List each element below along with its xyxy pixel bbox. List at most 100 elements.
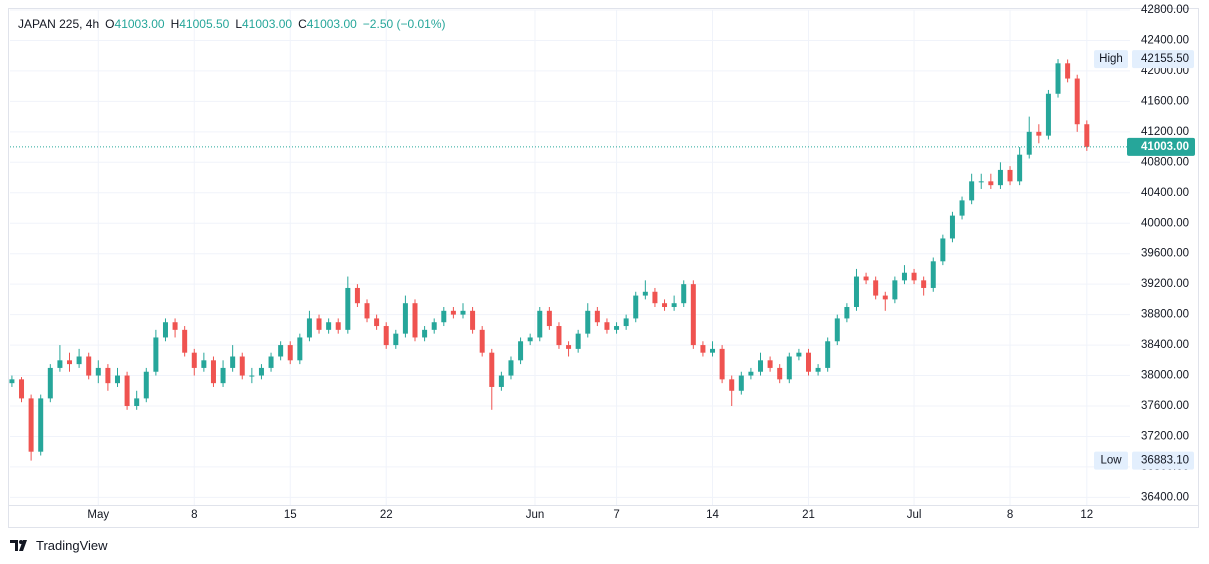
close-label: C bbox=[298, 17, 307, 31]
candle-body bbox=[527, 337, 533, 342]
candle-body bbox=[988, 181, 994, 186]
candle-body bbox=[614, 326, 620, 330]
candle-body bbox=[143, 371, 149, 399]
candle-body bbox=[796, 352, 802, 357]
candle-body bbox=[450, 310, 456, 315]
candle-body bbox=[786, 356, 792, 380]
candle-body bbox=[172, 322, 178, 330]
candle-body bbox=[114, 375, 120, 384]
candle-body bbox=[767, 360, 773, 368]
y-tick-label: 41200.00 bbox=[1141, 126, 1189, 138]
candle-body bbox=[508, 360, 514, 376]
candle-body bbox=[191, 352, 197, 368]
candle-body bbox=[162, 322, 168, 338]
candle-body bbox=[537, 310, 543, 338]
marker-name-box bbox=[1094, 451, 1128, 470]
candle-body bbox=[997, 169, 1003, 186]
y-tick-label: 37200.00 bbox=[1141, 430, 1189, 442]
candle-body bbox=[374, 318, 380, 327]
candle-body bbox=[844, 307, 850, 319]
candle-body bbox=[67, 360, 73, 365]
candle-body bbox=[278, 345, 284, 357]
y-tick-label: 37600.00 bbox=[1141, 400, 1189, 412]
candle-body bbox=[1026, 131, 1032, 155]
x-tick-label: 15 bbox=[284, 509, 297, 521]
last-price-label: 41003.00 bbox=[1141, 141, 1189, 153]
x-tick-label: 8 bbox=[1007, 509, 1013, 521]
candle-body bbox=[585, 310, 591, 334]
candle-body bbox=[930, 261, 936, 288]
candle-body bbox=[86, 356, 92, 376]
candle-body bbox=[738, 375, 744, 391]
x-tick-label: 12 bbox=[1080, 509, 1093, 521]
candle-body bbox=[853, 276, 859, 307]
candle-body bbox=[441, 310, 447, 323]
candle-body bbox=[834, 318, 840, 342]
candle-body bbox=[719, 348, 725, 380]
x-tick-label: 21 bbox=[802, 509, 815, 521]
candle-body bbox=[201, 360, 207, 368]
candle-body bbox=[498, 375, 504, 387]
candle-body bbox=[556, 326, 562, 346]
candle-body bbox=[268, 356, 274, 368]
candle-body bbox=[249, 375, 255, 377]
legend-header: JAPAN 225, 4h O41003.00 H41005.50 L41003.00… bbox=[18, 17, 452, 31]
candle-body bbox=[306, 318, 312, 338]
candle-body bbox=[777, 367, 783, 380]
candle-body bbox=[882, 295, 888, 300]
candle-body bbox=[729, 379, 735, 391]
x-tick-label: 7 bbox=[613, 509, 619, 521]
candle-body bbox=[1045, 93, 1051, 136]
candle-body bbox=[959, 200, 965, 216]
candle-body bbox=[969, 181, 975, 201]
candle-body bbox=[594, 310, 600, 323]
brand[interactable]: TradingView bbox=[10, 538, 108, 553]
candle-body bbox=[76, 356, 82, 365]
y-tick-label: 42400.00 bbox=[1141, 34, 1189, 46]
candle-body bbox=[911, 272, 917, 281]
candle-body bbox=[489, 352, 495, 387]
low-value: 41003.00 bbox=[242, 17, 293, 31]
y-tick-label: 41600.00 bbox=[1141, 95, 1189, 107]
candle-body bbox=[383, 326, 389, 346]
candle-body bbox=[748, 371, 754, 376]
candle-body bbox=[239, 356, 245, 376]
candle-body bbox=[19, 379, 25, 399]
candle-body bbox=[949, 215, 955, 239]
high-label: H bbox=[170, 17, 180, 31]
x-tick-label: 14 bbox=[706, 509, 719, 521]
candle-body bbox=[335, 322, 341, 330]
high-value: 41005.50 bbox=[179, 17, 230, 31]
candle-body bbox=[1036, 131, 1042, 136]
y-tick-label: 38400.00 bbox=[1141, 339, 1189, 351]
candle-body bbox=[479, 329, 485, 353]
candle-body bbox=[1017, 154, 1023, 182]
candle-body bbox=[1084, 124, 1090, 147]
candle-body bbox=[710, 348, 716, 353]
marker-value: 42155.50 bbox=[1141, 53, 1189, 65]
candle-body bbox=[105, 367, 111, 384]
candle-body bbox=[316, 318, 322, 330]
candle-body bbox=[662, 303, 668, 307]
candle-body bbox=[652, 291, 658, 304]
candle-body bbox=[633, 295, 639, 319]
candle-body bbox=[220, 367, 226, 384]
candle-body bbox=[402, 303, 408, 334]
candle-body bbox=[182, 329, 188, 353]
candle-body bbox=[805, 352, 811, 372]
candle-body bbox=[326, 322, 332, 330]
candle-body bbox=[1065, 63, 1071, 79]
candle-body bbox=[47, 367, 53, 399]
y-tick-label: 40400.00 bbox=[1141, 187, 1189, 199]
candle-body bbox=[412, 303, 418, 338]
candle-body bbox=[978, 181, 984, 183]
marker-name: Low bbox=[1100, 455, 1122, 467]
open-label: O bbox=[105, 17, 115, 31]
close-value: 41003.00 bbox=[306, 17, 357, 31]
candle-body bbox=[422, 329, 428, 338]
chart-frame bbox=[8, 8, 1199, 528]
change-value: −2.50 (−0.01%) bbox=[362, 17, 446, 31]
candle-body bbox=[546, 310, 552, 327]
open-value: 41003.00 bbox=[114, 17, 165, 31]
candle-body bbox=[642, 291, 648, 296]
